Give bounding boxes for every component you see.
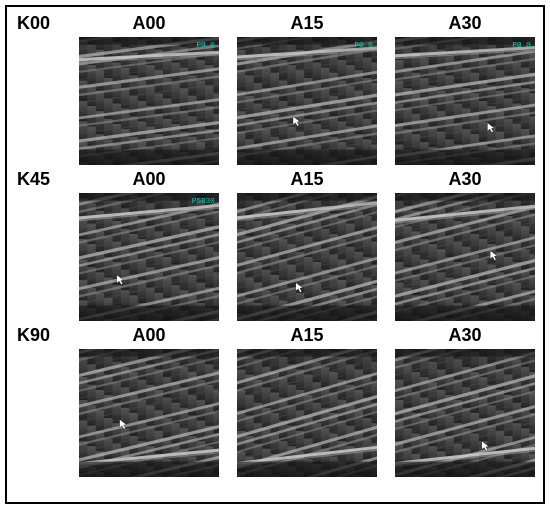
grid-col: A30 — [395, 325, 535, 477]
overlay-text: P0 0 — [354, 42, 372, 50]
grid-col: A30 — [395, 169, 535, 321]
col-label: A00 — [132, 169, 165, 193]
col-label: A00 — [132, 325, 165, 349]
col-label: A00 — [132, 13, 165, 37]
row-label: K90 — [17, 325, 61, 346]
ultrasound-panel: P5R30 — [79, 193, 219, 321]
grid-col: A00 P0 0 — [79, 13, 219, 165]
ultrasound-panel — [395, 193, 535, 321]
grid-row: K45 A00 P5R30 A15 — [17, 169, 533, 321]
overlay-text: P0 0 — [196, 42, 214, 50]
grid-col: A00 P5R30 — [79, 169, 219, 321]
row-label: K45 — [17, 169, 61, 190]
ultrasound-panel — [237, 193, 377, 321]
grid-col: A30 P0 0 — [395, 13, 535, 165]
ultrasound-panel — [79, 349, 219, 477]
grid-row: K90 A00 A15 — [17, 325, 533, 477]
grid-col: A15 — [237, 169, 377, 321]
row-label: K00 — [17, 13, 61, 34]
col-label: A15 — [290, 325, 323, 349]
figure-frame: K00 A00 P0 0 A15 — [5, 5, 545, 504]
col-label: A15 — [290, 169, 323, 193]
col-label: A30 — [448, 325, 481, 349]
ultrasound-panel: P0 0 — [395, 37, 535, 165]
ultrasound-panel — [237, 349, 377, 477]
grid-col: A15 P0 0 — [237, 13, 377, 165]
col-label: A30 — [448, 13, 481, 37]
ultrasound-panel: P0 0 — [79, 37, 219, 165]
ultrasound-panel — [395, 349, 535, 477]
overlay-text: P0 0 — [512, 42, 530, 50]
overlay-text: P5R30 — [192, 198, 215, 206]
col-label: A30 — [448, 169, 481, 193]
grid-col: A15 — [237, 325, 377, 477]
grid-col: A00 — [79, 325, 219, 477]
col-label: A15 — [290, 13, 323, 37]
grid-row: K00 A00 P0 0 A15 — [17, 13, 533, 165]
ultrasound-panel: P0 0 — [237, 37, 377, 165]
